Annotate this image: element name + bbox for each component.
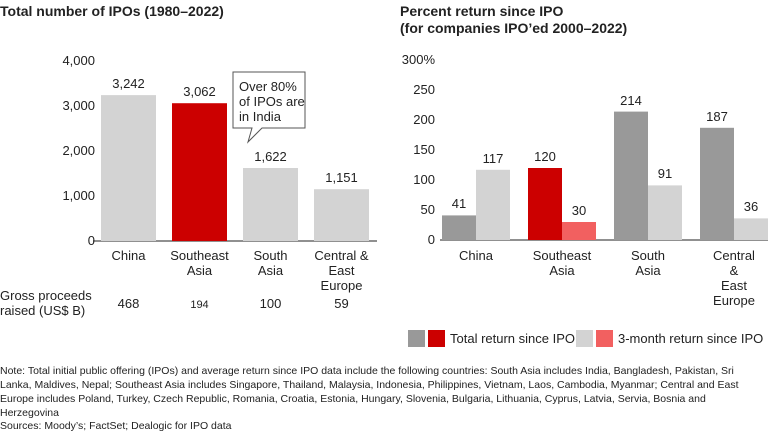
gross-proceeds-value: 468 <box>117 296 140 311</box>
value-label: 214 <box>620 92 642 108</box>
gross-proceeds-value: 59 <box>334 296 349 311</box>
gross-proceeds-value: 194 <box>190 299 209 311</box>
value-label: 1,151 <box>325 170 358 186</box>
note: Note: Total initial public offering (IPO… <box>0 365 739 419</box>
sources: Sources: Moody’s; FactSet; Dealogic for … <box>0 420 232 432</box>
bar <box>314 189 369 241</box>
chart-title: Percent return since IPO (for companies … <box>400 3 628 36</box>
legend-label: Total return since IPO <box>450 331 575 346</box>
bar <box>700 127 734 240</box>
y-tick-label: 250 <box>413 82 435 97</box>
y-tick-label: 150 <box>413 142 435 157</box>
value-label: 91 <box>657 166 673 182</box>
y-tick-label: 300% <box>401 52 435 67</box>
bar <box>648 185 682 240</box>
value-label: 3,242 <box>112 76 145 92</box>
bar <box>243 168 298 241</box>
y-tick-label: 0 <box>87 233 95 248</box>
legend-swatch <box>576 330 593 347</box>
y-tick-label: 1,000 <box>62 188 95 203</box>
x-tick-label: China <box>459 248 493 263</box>
x-tick-label: Southeast Asia <box>170 248 229 278</box>
value-label: 41 <box>451 196 467 212</box>
legend-label: 3-month return since IPO <box>618 331 764 346</box>
bar <box>528 168 562 240</box>
bar <box>172 103 227 242</box>
legend-swatch <box>596 330 613 347</box>
value-label: 30 <box>571 203 587 218</box>
x-tick-label: Central & East Europe <box>314 248 369 293</box>
y-tick-label: 100 <box>413 172 435 187</box>
y-tick-label: 200 <box>413 112 435 127</box>
y-tick-label: 3,000 <box>62 98 95 113</box>
x-tick-label: South Asia <box>253 248 288 278</box>
value-label: 117 <box>482 150 504 166</box>
bar <box>734 218 768 240</box>
annotation-box <box>232 71 306 144</box>
value-label: 3,062 <box>183 84 216 100</box>
x-tick-label: China <box>111 248 146 263</box>
legend-swatch <box>428 330 445 347</box>
y-tick-label: 4,000 <box>62 53 95 68</box>
y-tick-label: 0 <box>427 232 435 247</box>
bar <box>476 169 510 240</box>
value-label: 187 <box>706 108 728 124</box>
y-tick-label: 2,000 <box>62 143 95 158</box>
value-label: 36 <box>743 199 759 215</box>
y-tick-label: 50 <box>420 202 435 217</box>
chart-title: Total number of IPOs (1980–2022) <box>0 3 224 19</box>
x-tick-label: Southeast Asia <box>532 248 592 278</box>
legend-swatch <box>408 330 425 347</box>
gross-proceeds-label: Gross proceeds raised (US$ B) <box>0 288 92 318</box>
bar <box>442 215 476 240</box>
value-label: 120 <box>534 149 556 164</box>
x-tick-label: South Asia <box>631 248 665 278</box>
value-label: 1,622 <box>254 149 287 164</box>
bar <box>562 222 596 240</box>
annotation: Over 80% of IPOs are in India <box>239 79 305 124</box>
gross-proceeds-value: 100 <box>259 296 282 311</box>
bar <box>101 95 156 241</box>
x-tick-label: Central & East Europe <box>713 248 755 308</box>
bar <box>614 111 648 240</box>
